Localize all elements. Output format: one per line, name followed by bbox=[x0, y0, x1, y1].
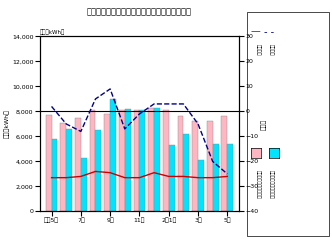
Text: 発電前年同月比（％）: 発電前年同月比（％） bbox=[269, 170, 274, 199]
Bar bbox=[75, 118, 81, 211]
Y-axis label: （％）: （％） bbox=[261, 118, 267, 130]
Bar bbox=[221, 116, 227, 211]
Bar bbox=[66, 129, 72, 211]
Text: - -: - - bbox=[264, 26, 274, 37]
Text: 電力需要実績・発電実績及び前年同月比の推移: 電力需要実績・発電実績及び前年同月比の推移 bbox=[87, 7, 192, 16]
Bar bbox=[90, 110, 96, 211]
Bar bbox=[104, 114, 110, 211]
Text: —: — bbox=[251, 26, 260, 37]
Bar bbox=[96, 130, 101, 211]
Bar bbox=[163, 110, 169, 211]
Bar bbox=[154, 108, 160, 211]
Bar bbox=[148, 108, 154, 211]
Bar bbox=[139, 110, 145, 211]
Text: 需要実績: 需要実績 bbox=[256, 44, 261, 55]
Bar bbox=[192, 122, 198, 211]
Bar bbox=[227, 144, 233, 211]
Bar bbox=[183, 134, 189, 211]
Bar bbox=[81, 158, 87, 211]
Text: 発電実績: 発電実績 bbox=[269, 44, 274, 55]
Text: （百万kWh）: （百万kWh） bbox=[40, 29, 65, 35]
Bar bbox=[119, 110, 125, 211]
Text: 需要前年同月比（％）: 需要前年同月比（％） bbox=[256, 170, 261, 199]
Bar bbox=[51, 139, 57, 211]
Bar bbox=[125, 109, 131, 211]
Bar bbox=[198, 160, 204, 211]
Bar bbox=[60, 123, 66, 211]
Bar bbox=[178, 116, 183, 211]
Y-axis label: （百万kWh）: （百万kWh） bbox=[4, 110, 9, 138]
Bar bbox=[46, 115, 51, 211]
Bar bbox=[169, 145, 175, 211]
Bar bbox=[213, 144, 218, 211]
Bar bbox=[133, 110, 139, 211]
Bar bbox=[110, 99, 116, 211]
Bar bbox=[207, 122, 213, 211]
